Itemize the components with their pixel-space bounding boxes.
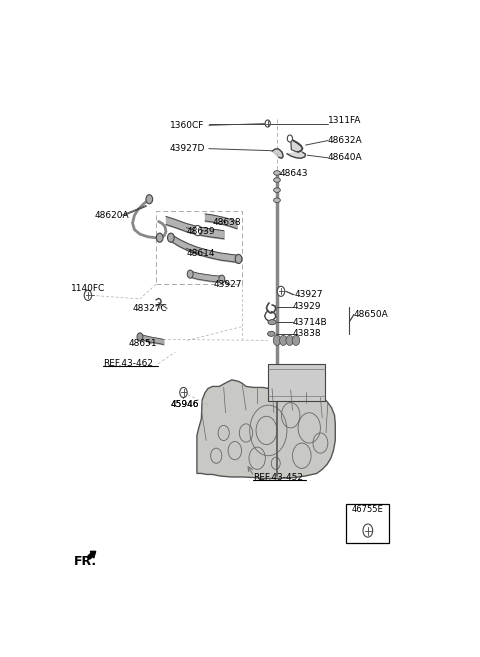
Text: 48640A: 48640A <box>328 153 362 162</box>
Text: 43927D: 43927D <box>170 144 205 153</box>
Bar <box>347 504 389 543</box>
Text: 48632A: 48632A <box>328 136 362 145</box>
Text: 48638: 48638 <box>213 218 241 227</box>
Circle shape <box>137 333 143 341</box>
Text: 48327C: 48327C <box>133 304 168 313</box>
Text: 43714B: 43714B <box>292 318 327 327</box>
Circle shape <box>277 286 285 296</box>
Ellipse shape <box>268 320 276 325</box>
Text: REF.43-452: REF.43-452 <box>253 473 303 482</box>
Circle shape <box>288 135 292 142</box>
Circle shape <box>194 225 202 236</box>
Text: REF.43-462: REF.43-462 <box>103 359 153 368</box>
Text: 1360CF: 1360CF <box>170 121 204 130</box>
Polygon shape <box>287 152 305 158</box>
Circle shape <box>286 335 293 346</box>
Bar <box>268 364 325 401</box>
Text: 48650A: 48650A <box>354 310 389 319</box>
Text: 48639: 48639 <box>186 227 215 236</box>
Ellipse shape <box>274 171 280 175</box>
FancyArrow shape <box>88 551 96 559</box>
Circle shape <box>280 335 287 346</box>
Text: 1140FC: 1140FC <box>71 284 106 293</box>
Text: 48614: 48614 <box>186 250 215 258</box>
Ellipse shape <box>274 178 280 182</box>
Text: 43927: 43927 <box>213 281 242 289</box>
Text: 43929: 43929 <box>292 302 321 311</box>
Text: 48643: 48643 <box>279 170 308 179</box>
Polygon shape <box>197 380 335 478</box>
Circle shape <box>235 254 242 263</box>
Ellipse shape <box>274 188 280 193</box>
Text: 46755E: 46755E <box>352 505 384 514</box>
Circle shape <box>187 270 193 278</box>
Text: 48651: 48651 <box>129 340 157 348</box>
Bar <box>156 211 241 284</box>
Circle shape <box>273 335 281 346</box>
Text: 1311FA: 1311FA <box>328 116 361 125</box>
Text: 45946: 45946 <box>170 399 199 409</box>
Text: 48620A: 48620A <box>95 211 129 220</box>
Text: FR.: FR. <box>74 555 97 568</box>
Circle shape <box>146 194 153 204</box>
Circle shape <box>180 388 187 397</box>
Text: 43927: 43927 <box>294 290 323 300</box>
Text: 43838: 43838 <box>292 329 321 338</box>
Circle shape <box>292 335 300 346</box>
Polygon shape <box>272 148 283 158</box>
Circle shape <box>168 233 174 242</box>
Circle shape <box>363 524 372 537</box>
Polygon shape <box>290 139 302 152</box>
Ellipse shape <box>267 331 275 336</box>
Circle shape <box>219 275 225 283</box>
Circle shape <box>84 290 92 300</box>
Ellipse shape <box>274 198 280 202</box>
Text: 45946: 45946 <box>170 399 199 409</box>
Circle shape <box>265 120 270 127</box>
Circle shape <box>156 233 163 242</box>
